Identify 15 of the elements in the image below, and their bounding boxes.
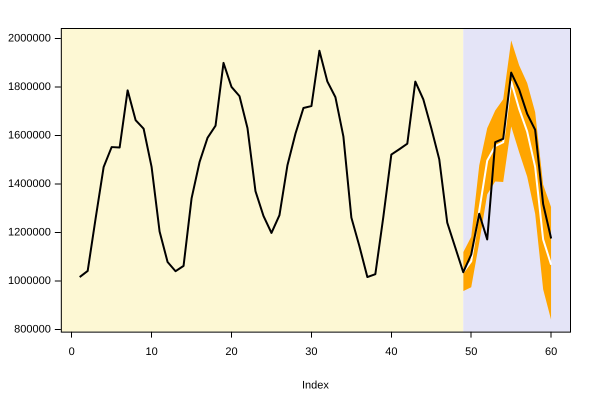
x-tick-label: 0 xyxy=(68,346,75,358)
y-tick-label: 1800000 xyxy=(8,81,51,94)
x-tick-label: 60 xyxy=(545,346,558,358)
x-tick-label: 30 xyxy=(305,346,318,358)
y-tick-label: 1200000 xyxy=(8,226,51,239)
x-tick-label: 40 xyxy=(385,346,398,358)
y-tick-label: 1400000 xyxy=(8,178,51,190)
x-tick-label: 20 xyxy=(225,346,238,358)
y-tick-label: 800000 xyxy=(14,324,51,336)
x-tick-label: 50 xyxy=(465,346,478,358)
y-tick-label: 2000000 xyxy=(8,32,51,45)
x-axis-title: Index xyxy=(302,379,330,392)
x-tick-label: 10 xyxy=(145,346,158,358)
y-tick-label: 1600000 xyxy=(8,130,51,142)
y-tick-label: 1000000 xyxy=(8,275,51,288)
